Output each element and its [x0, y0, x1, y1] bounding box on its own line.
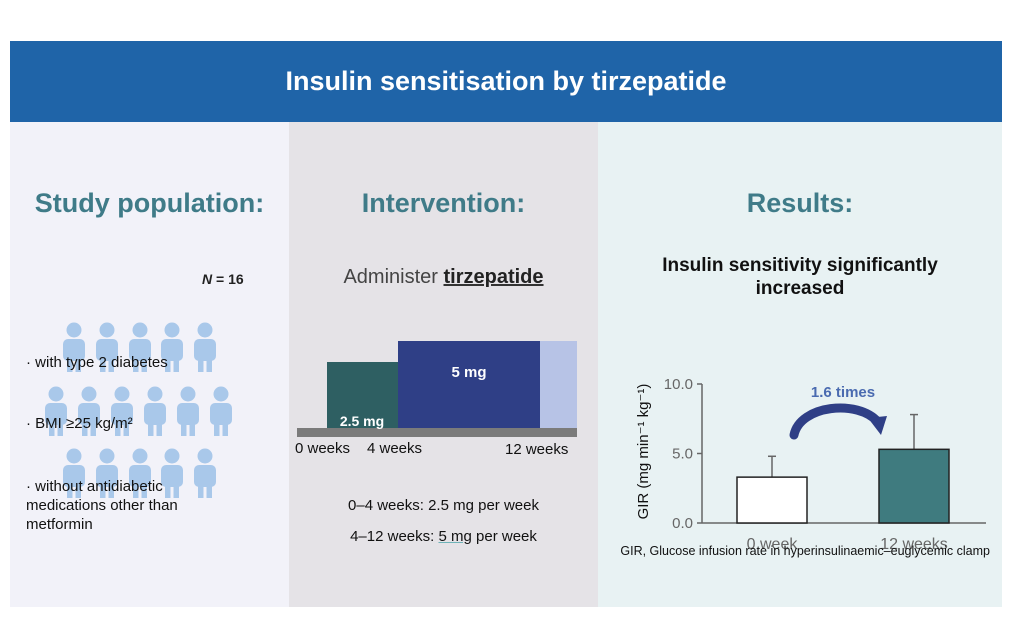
- person-icon: [161, 448, 183, 498]
- timeline-baseline: [297, 428, 577, 437]
- y-tick-label: 5.0: [672, 446, 693, 463]
- person-icon: [96, 322, 118, 372]
- fold-change-label: 1.6 times: [811, 384, 875, 401]
- person-icon: [96, 448, 118, 498]
- x-tick-label: 0 week: [747, 536, 799, 553]
- dose-line-2: 4–12 weeks: 5 mg per week: [350, 528, 537, 545]
- intervention-panel: Intervention: Administer tirzepatide 2.5…: [289, 122, 598, 607]
- person-icon: [63, 448, 85, 498]
- results-subtitle: Insulin sensitivity significantly increas…: [662, 255, 938, 299]
- increase-arrow: [789, 403, 883, 440]
- footnote: GIR, Glucose infusion rate in hyperinsul…: [620, 544, 990, 558]
- person-icon: [111, 386, 133, 436]
- timeline-label-12: 12 weeks: [505, 441, 569, 458]
- administer-text: Administer tirzepatide: [343, 266, 544, 288]
- increase-arrow-head: [868, 416, 887, 435]
- bullet-bmi: · BMI ≥25 kg/m²: [26, 415, 133, 432]
- intervention-title: Intervention:: [361, 188, 526, 218]
- bullet-no-medications: · without antidiabetic medications other…: [26, 478, 178, 533]
- person-icon: [177, 386, 199, 436]
- person-icon: [194, 322, 216, 372]
- phase-label-5mg: 5 mg: [451, 364, 486, 381]
- person-icon: [144, 386, 166, 436]
- person-icon: [129, 448, 151, 498]
- header-bar: Insulin sensitisation by tirzepatide: [10, 41, 1002, 122]
- results-panel: Results: Insulin sensitivity significant…: [598, 122, 1002, 607]
- person-icon: [63, 322, 85, 372]
- person-icon: [129, 322, 151, 372]
- person-icon: [78, 386, 100, 436]
- phase-bar-5mg: [398, 341, 540, 428]
- person-icon: [161, 322, 183, 372]
- study-population-panel: Study population: N = 16 · with type 2 d…: [10, 122, 289, 607]
- drug-name: tirzepatide: [443, 266, 544, 288]
- y-tick-label: 0.0: [672, 515, 693, 532]
- study-population-title: Study population:: [34, 188, 265, 218]
- infographic: Insulin sensitisation by tirzepatide Stu…: [10, 41, 1002, 607]
- page-title: Insulin sensitisation by tirzepatide: [285, 66, 727, 96]
- person-icon: [210, 386, 232, 436]
- sample-size-label: N = 16: [202, 271, 244, 287]
- bullet-type2-diabetes: · with type 2 diabetes: [26, 354, 168, 371]
- person-icon: [194, 448, 216, 498]
- person-icon: [45, 386, 67, 436]
- dosing-timeline: 2.5 mg 5 mg: [297, 341, 577, 437]
- y-axis-label: GIR (mg min⁻¹ kg⁻¹): [635, 384, 652, 520]
- people-icon-group: [45, 322, 232, 498]
- phase-bar-2-5mg: [327, 362, 398, 428]
- x-tick-label: 12 weeks: [880, 536, 948, 553]
- dose-line-1: 0–4 weeks: 2.5 mg per week: [348, 497, 539, 514]
- phase-label-2-5mg: 2.5 mg: [340, 413, 384, 429]
- timeline-label-4: 4 weeks: [367, 440, 423, 457]
- timeline-label-0: 0 weeks: [295, 440, 351, 457]
- bar-12-weeks: [878, 448, 950, 524]
- results-title: Results:: [746, 188, 854, 218]
- bar-0-week: [736, 476, 808, 524]
- gir-bar-chart: 0.0 5.0 10.0 GIR (mg min⁻¹ kg⁻¹) 0 week 12 we…: [635, 376, 986, 553]
- timeline-continuation: [540, 341, 577, 428]
- y-tick-label: 10.0: [664, 376, 693, 393]
